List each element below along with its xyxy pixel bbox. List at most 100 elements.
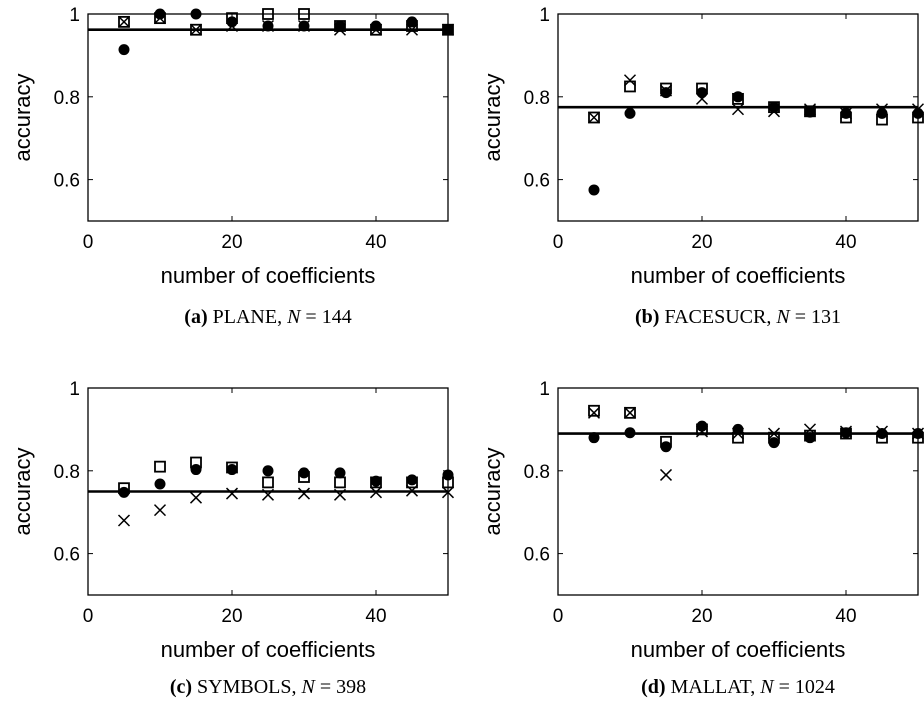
- data-point-cross: [369, 486, 383, 499]
- x-tick-label: 40: [835, 606, 856, 627]
- y-tick-label: 1: [69, 379, 80, 400]
- data-point-circle: [406, 16, 418, 28]
- data-point-circle: [768, 101, 780, 113]
- x-tick-label: 0: [83, 606, 94, 627]
- data-point-cross: [225, 19, 239, 33]
- x-axis-label: number of coefficients: [631, 263, 846, 288]
- panel-caption: (b) FACESUCR, N = 131: [635, 306, 841, 328]
- x-tick-label: 0: [553, 232, 564, 253]
- data-point-cross: [659, 468, 673, 481]
- data-point-circle: [226, 464, 238, 476]
- chart-panel-4: 0 20 40 0.6 0.8 1 number of coefficients accura…: [480, 379, 924, 698]
- x-tick-label: 20: [691, 606, 712, 627]
- data-point-circle: [370, 475, 382, 487]
- caption-n-value: = 398: [320, 676, 366, 698]
- data-point-cross: [587, 111, 601, 124]
- data-point-cross: [875, 425, 889, 438]
- data-point-square: [334, 476, 346, 489]
- panel-caption: (a) PLANE, N = 144: [184, 306, 351, 328]
- data-point-circle: [660, 87, 672, 99]
- data-point-cross: [189, 491, 203, 504]
- caption-tag: (a): [184, 306, 212, 328]
- data-point-circle: [334, 20, 346, 32]
- panel-caption: (c) SYMBOLS, N = 398: [170, 676, 366, 698]
- caption-n-value: = 144: [305, 306, 351, 328]
- data-point-cross: [875, 103, 889, 116]
- data-point-circle: [190, 464, 202, 476]
- data-point-cross: [839, 425, 853, 438]
- x-tick-label: 20: [221, 232, 242, 253]
- caption-n-value: = 131: [795, 306, 841, 328]
- x-tick-label: 20: [221, 606, 242, 627]
- data-point-cross: [297, 19, 311, 33]
- panel-caption: (d) MALLAT, N = 1024: [641, 676, 835, 698]
- caption-n-symbol: N: [775, 306, 794, 328]
- data-point-circle: [588, 432, 600, 444]
- chart-panel-3: 0 20 40 0.6 0.8 1 number of coefficients accura…: [10, 379, 455, 698]
- data-point-cross: [261, 19, 275, 33]
- x-axis-label: number of coefficients: [631, 637, 846, 662]
- data-point-square: [190, 23, 202, 36]
- data-point-cross: [333, 23, 347, 36]
- y-tick-label: 0.8: [524, 462, 550, 483]
- caption-tag: (d): [641, 676, 670, 698]
- chart-panel-1: 0 20 40 0.6 0.8 1 number of coefficients accura…: [10, 5, 455, 328]
- y-tick-label: 0.8: [524, 88, 550, 109]
- x-tick-label: 0: [553, 606, 564, 627]
- data-point-circle: [154, 478, 166, 490]
- data-point-cross: [623, 74, 637, 87]
- data-point-circle: [370, 20, 382, 32]
- x-axis-label: number of coefficients: [161, 637, 376, 662]
- data-point-square: [154, 460, 166, 473]
- data-point-circle: [732, 91, 744, 103]
- x-tick-label: 40: [365, 606, 386, 627]
- data-point-circle: [154, 8, 166, 20]
- data-point-cross: [189, 23, 203, 36]
- data-point-cross: [441, 486, 455, 499]
- data-point-square: [262, 476, 274, 489]
- data-point-cross: [117, 15, 131, 28]
- data-point-circle: [768, 437, 780, 449]
- data-point-square: [298, 8, 310, 20]
- data-point-cross: [225, 487, 239, 500]
- data-point-square: [624, 80, 636, 93]
- y-tick-label: 1: [539, 379, 550, 400]
- data-point-cross: [767, 427, 781, 440]
- data-point-cross: [405, 484, 419, 497]
- y-tick-label: 0.6: [54, 545, 80, 566]
- y-tick-label: 0.6: [54, 171, 80, 192]
- data-point-cross: [839, 107, 853, 120]
- data-point-cross: [659, 84, 673, 97]
- data-point-circle: [876, 107, 888, 119]
- data-point-cross: [695, 425, 709, 438]
- data-point-circle: [876, 428, 888, 440]
- data-point-cross: [297, 487, 311, 500]
- caption-n-symbol: N: [759, 676, 778, 698]
- data-point-cross: [731, 103, 745, 116]
- data-point-cross: [911, 103, 924, 116]
- y-tick-label: 0.8: [54, 88, 80, 109]
- data-point-circle: [588, 184, 600, 196]
- y-tick-label: 1: [539, 5, 550, 26]
- data-point-cross: [261, 488, 275, 501]
- data-point-cross: [695, 92, 709, 105]
- y-tick-label: 1: [69, 5, 80, 26]
- data-point-cross: [623, 406, 637, 419]
- data-point-circle: [732, 423, 744, 435]
- data-point-circle: [912, 107, 924, 119]
- data-point-circle: [334, 467, 346, 479]
- y-tick-label: 0.8: [54, 462, 80, 483]
- caption-n-value: = 1024: [779, 676, 835, 698]
- data-point-circle: [660, 441, 672, 453]
- data-point-circle: [406, 474, 418, 486]
- data-point-circle: [804, 106, 816, 118]
- data-point-square: [118, 15, 130, 28]
- data-point-circle: [118, 486, 130, 498]
- y-axis-label: accuracy: [480, 447, 505, 535]
- caption-n-symbol: N: [301, 676, 320, 698]
- data-point-square: [624, 406, 636, 419]
- data-point-circle: [624, 107, 636, 119]
- data-point-cross: [803, 103, 817, 116]
- data-point-cross: [333, 488, 347, 501]
